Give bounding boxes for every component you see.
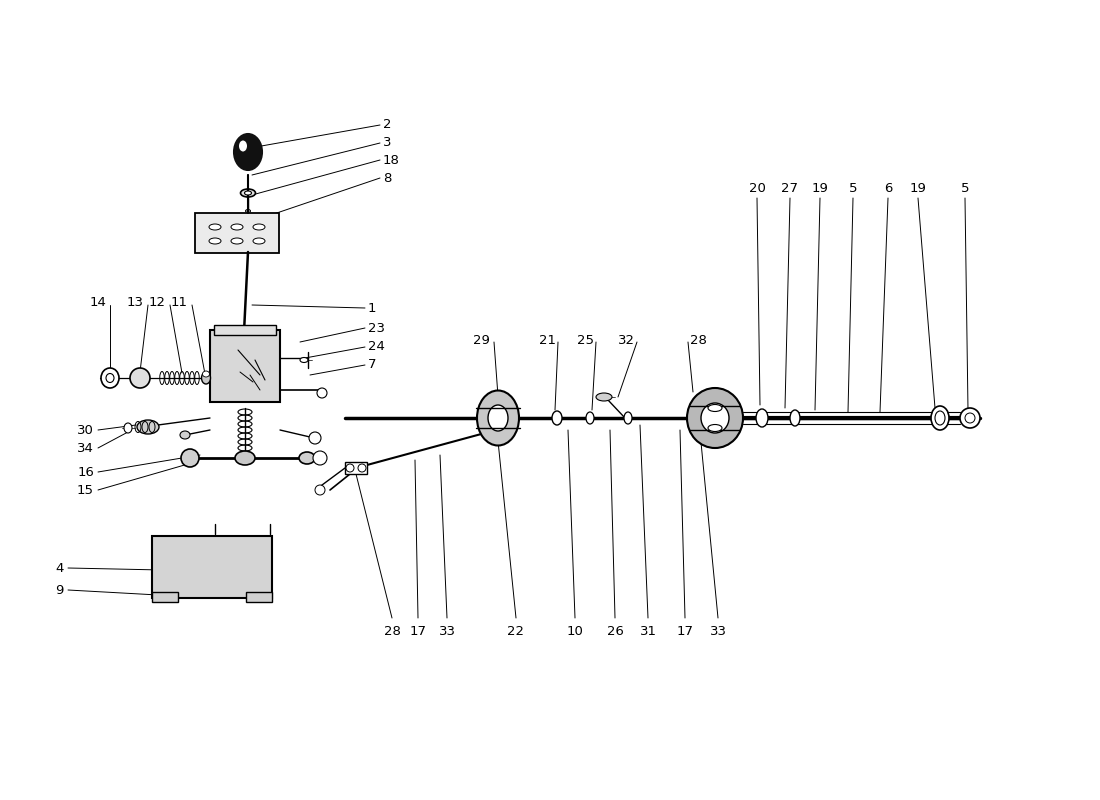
Text: 13: 13 [126,297,144,310]
Ellipse shape [101,368,119,388]
Ellipse shape [239,141,248,151]
Text: 10: 10 [566,625,583,638]
Text: 12: 12 [148,297,166,310]
Circle shape [960,408,980,428]
Text: 14: 14 [89,297,106,310]
Text: 2: 2 [383,118,392,131]
Text: 17: 17 [409,625,427,638]
Text: 19: 19 [910,182,926,195]
Ellipse shape [245,210,251,213]
Text: 23: 23 [368,322,385,334]
Text: 28: 28 [690,334,707,346]
Bar [246,592,272,602]
Bar [210,330,280,402]
Circle shape [358,464,366,472]
Text: 15: 15 [77,483,94,497]
Text: 18: 18 [383,154,400,166]
Circle shape [315,485,324,495]
Text: 34: 34 [77,442,94,454]
Circle shape [309,432,321,444]
Circle shape [317,388,327,398]
Text: 22: 22 [507,625,525,638]
Circle shape [314,451,327,465]
Ellipse shape [931,406,949,430]
Text: 5: 5 [960,182,969,195]
Text: 3: 3 [383,137,392,150]
Ellipse shape [790,410,800,426]
Bar [195,213,279,253]
Ellipse shape [124,423,132,433]
Text: 25: 25 [578,334,594,346]
Bar [152,592,178,602]
Ellipse shape [244,191,252,195]
Ellipse shape [488,405,508,431]
Ellipse shape [231,224,243,230]
Text: 1: 1 [368,302,376,314]
Ellipse shape [253,238,265,244]
Text: 30: 30 [77,423,94,437]
Ellipse shape [235,451,255,465]
Ellipse shape [935,411,945,425]
Text: 6: 6 [883,182,892,195]
Ellipse shape [201,372,210,384]
Text: 33: 33 [710,625,726,638]
Ellipse shape [231,238,243,244]
Ellipse shape [299,452,315,464]
Ellipse shape [241,189,255,197]
Ellipse shape [624,412,632,424]
Text: 24: 24 [368,341,385,354]
Ellipse shape [477,390,519,446]
Ellipse shape [253,224,265,230]
Text: 27: 27 [781,182,799,195]
Circle shape [130,368,150,388]
Ellipse shape [552,411,562,425]
Circle shape [965,413,975,423]
Ellipse shape [688,388,742,448]
Ellipse shape [138,420,160,434]
Text: 29: 29 [473,334,490,346]
Ellipse shape [180,431,190,439]
Text: 8: 8 [383,171,392,185]
Text: 7: 7 [368,358,376,371]
Ellipse shape [708,405,722,411]
Ellipse shape [209,238,221,244]
Text: 31: 31 [639,625,657,638]
Ellipse shape [106,374,114,382]
Text: 20: 20 [749,182,766,195]
Ellipse shape [596,393,612,401]
Ellipse shape [701,403,729,433]
Bar [345,462,367,474]
Ellipse shape [708,425,722,431]
Text: 9: 9 [56,583,64,597]
Ellipse shape [586,412,594,424]
Text: 19: 19 [812,182,828,195]
Text: 28: 28 [384,625,400,638]
Bar [214,325,276,335]
Text: 5: 5 [849,182,857,195]
Text: 32: 32 [618,334,635,346]
Text: 21: 21 [539,334,556,346]
Text: 26: 26 [606,625,624,638]
Text: 33: 33 [439,625,455,638]
Ellipse shape [300,358,308,362]
Ellipse shape [756,409,768,427]
Bar [152,536,272,598]
Ellipse shape [202,371,209,377]
Text: 11: 11 [170,297,188,310]
Circle shape [182,449,199,467]
Text: 4: 4 [56,562,64,574]
Ellipse shape [234,134,262,170]
Text: 16: 16 [77,466,94,478]
Circle shape [346,464,354,472]
Text: 17: 17 [676,625,693,638]
Ellipse shape [209,224,221,230]
